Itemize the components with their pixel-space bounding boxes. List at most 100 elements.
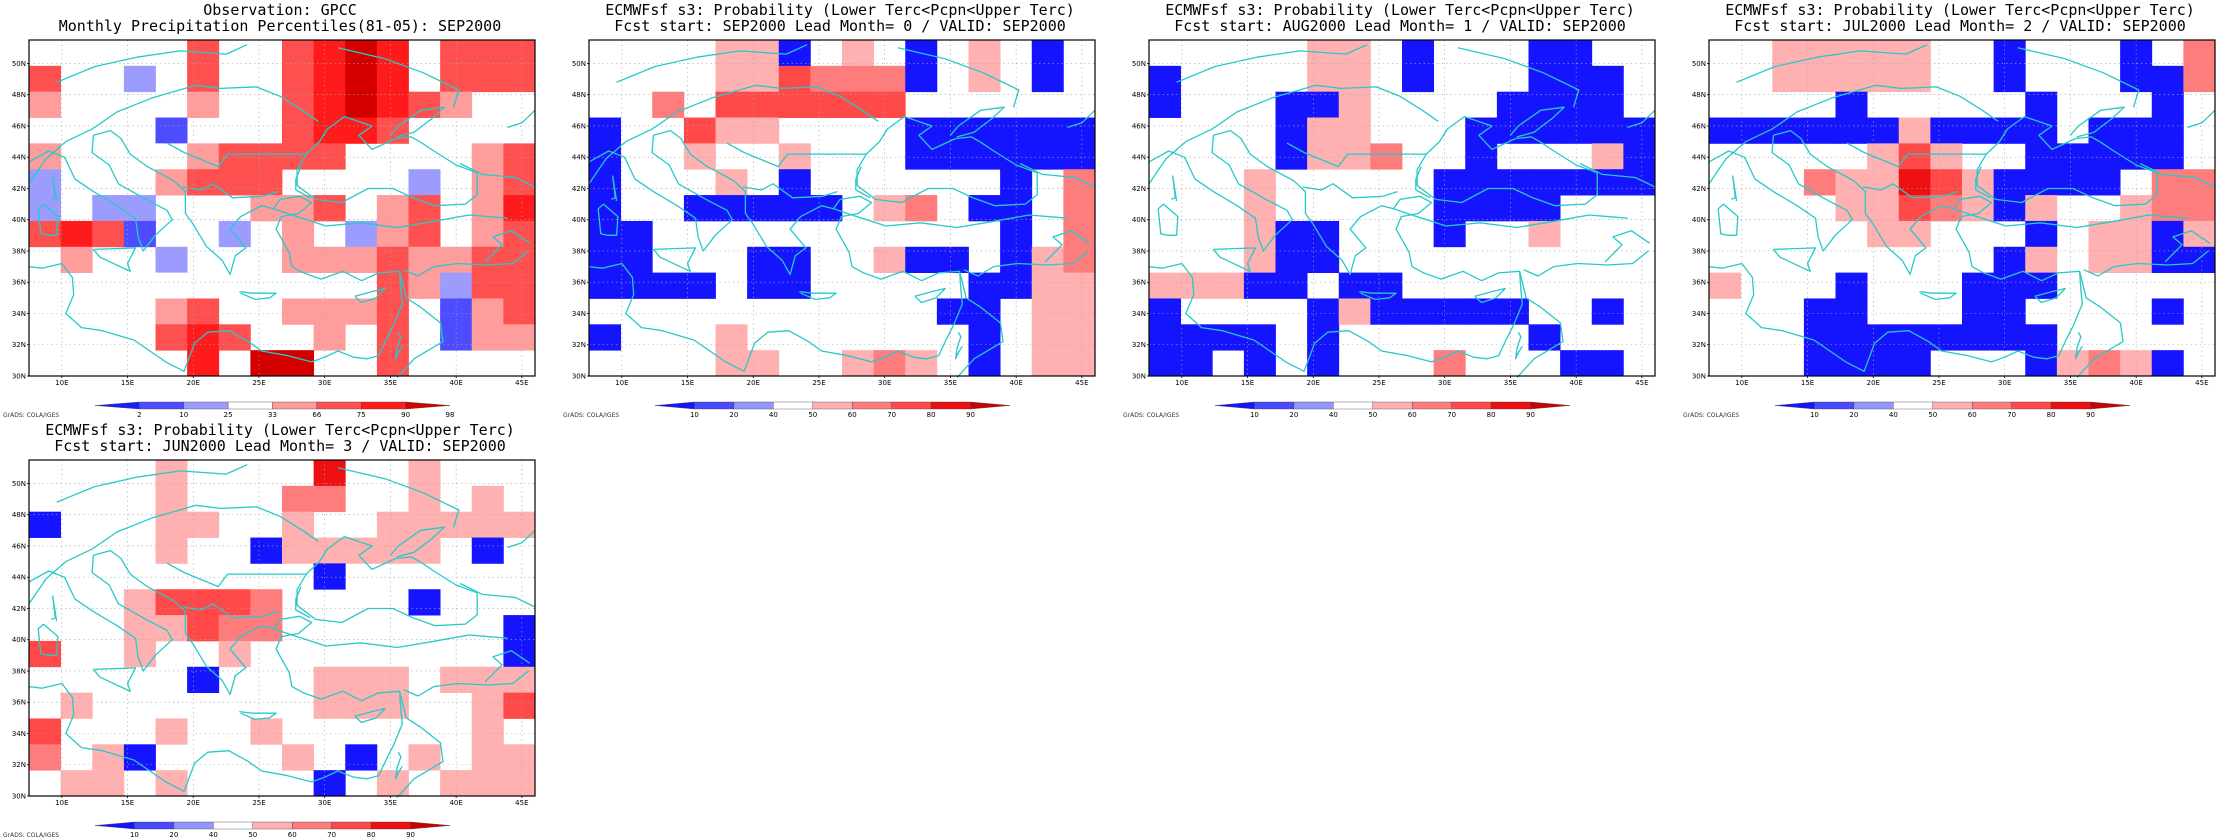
panel-title-line-2: Fcst start: AUG2000 Lead Month= 1 / VALI… [1174, 17, 1626, 35]
panel-title-line-2: Fcst start: JUN2000 Lead Month= 3 / VALI… [54, 437, 506, 455]
grid-cell [29, 640, 62, 668]
grid-cell [471, 485, 504, 513]
grid-cell [1528, 40, 1561, 67]
grid-cell [440, 770, 473, 797]
grid-cell [345, 65, 378, 93]
grid-cell [810, 65, 843, 93]
grid-cell [1993, 117, 2026, 144]
grid-cell [155, 324, 188, 351]
grid-cell [1962, 117, 1995, 144]
grid-cell [2120, 40, 2153, 67]
grid-cell [1993, 195, 2026, 222]
grid-cell [187, 324, 220, 351]
lat-tick-label: 38N [572, 247, 586, 255]
grid-cell [905, 117, 938, 144]
grid-cell [282, 91, 315, 118]
colorbar: 10 20 40 50 60 70 80 90 [94, 821, 451, 839]
lat-tick-label: 48N [1132, 91, 1146, 99]
lon-tick-label: 10E [1175, 379, 1188, 387]
grid-cell [376, 692, 409, 719]
grid-cell [376, 195, 409, 222]
lon-tick-label: 35E [2064, 379, 2077, 387]
grid-cell [1993, 324, 2026, 351]
lat-tick-label: 44N [1692, 154, 1706, 162]
colorbar-label: 60 [1968, 411, 1977, 419]
grid-cell [842, 65, 875, 93]
lon-tick-label: 15E [1241, 379, 1254, 387]
colorbar-segment [891, 401, 932, 410]
grid-cell [440, 40, 473, 67]
grid-cell [1338, 40, 1371, 67]
lat-tick-label: 40N [12, 216, 26, 224]
grid-cell [905, 65, 938, 93]
grid-cell [282, 537, 315, 564]
colorbar-segment [1372, 401, 1413, 410]
grid-cell [1835, 350, 1868, 377]
grid-cell [1370, 272, 1403, 299]
lon-tick-label: 10E [1735, 379, 1748, 387]
colorbar-segment [1490, 401, 1531, 410]
colorbar-label: 66 [312, 411, 321, 419]
lat-tick-label: 36N [1692, 279, 1706, 287]
lat-tick-label: 38N [1132, 247, 1146, 255]
lon-tick-label: 25E [1372, 379, 1385, 387]
grid-cell [1402, 298, 1435, 325]
lat-tick-label: 36N [12, 699, 26, 707]
grid-cell [778, 272, 811, 299]
grid-cell [1898, 324, 1931, 351]
lat-tick-label: 38N [1692, 247, 1706, 255]
map-svg: ECMWFsf s3: Probability (Lower Terc<Pcpn… [1683, 1, 2216, 419]
grid-cell [2151, 298, 2184, 325]
colorbar-segment [1333, 401, 1373, 410]
colorbar-label: 2 [137, 411, 141, 419]
grid-cell [376, 298, 409, 325]
grid-cell [1993, 272, 2026, 299]
colorbar-label: 20 [1289, 411, 1298, 419]
lat-tick-label: 44N [572, 154, 586, 162]
grid-cell [187, 615, 220, 642]
grid-cell [282, 485, 315, 513]
colorbar-segment [2090, 401, 2131, 410]
grid-cell [968, 40, 1001, 67]
colorbar-label: 10 [1810, 411, 1819, 419]
grid-cell [1212, 272, 1245, 299]
grid-cell [1867, 117, 1900, 144]
colorbar-label: 98 [446, 411, 455, 419]
grid-cell [1835, 324, 1868, 351]
lon-tick-label: 40E [1009, 379, 1022, 387]
grid-cell [376, 350, 409, 377]
colorbar-label: 90 [406, 831, 415, 839]
colorbar-segment [1451, 401, 1492, 410]
colorbar-label: 60 [288, 831, 297, 839]
panel-title-line-1: ECMWFsf s3: Probability (Lower Terc<Pcpn… [1725, 1, 2195, 19]
grid-cell [503, 666, 536, 694]
grid-cell [1000, 169, 1033, 196]
grid-cell [1149, 324, 1182, 351]
colorbar-label: 20 [169, 831, 178, 839]
grid-cell [408, 169, 441, 196]
grid-cell [408, 91, 441, 118]
colorbar-segment [252, 821, 293, 830]
grid-cell [1307, 220, 1340, 248]
grid-cell [1031, 40, 1064, 67]
lon-tick-label: 15E [121, 799, 134, 807]
grid-cell [1149, 91, 1182, 118]
lon-tick-label: 10E [55, 379, 68, 387]
lon-tick-label: 45E [1075, 379, 1088, 387]
grid-cell [873, 195, 906, 222]
grid-cell [1063, 143, 1096, 170]
grid-cell [155, 537, 188, 564]
grid-cell [2088, 350, 2121, 377]
grid-cell [842, 40, 875, 67]
colorbar-label: 70 [327, 831, 336, 839]
grid-cell [1898, 350, 1931, 377]
grid-cell [503, 744, 536, 771]
grid-cell [123, 195, 156, 222]
grid-cell [778, 143, 811, 170]
panel-forecast-lead-1: ECMWFsf s3: Probability (Lower Terc<Pcpn… [1120, 0, 1680, 420]
lat-tick-label: 50N [12, 480, 26, 488]
grid-cell [187, 169, 220, 196]
colorbar-label: 50 [248, 831, 257, 839]
grid-cell [1031, 298, 1064, 325]
colorbar-label: 10 [130, 831, 139, 839]
